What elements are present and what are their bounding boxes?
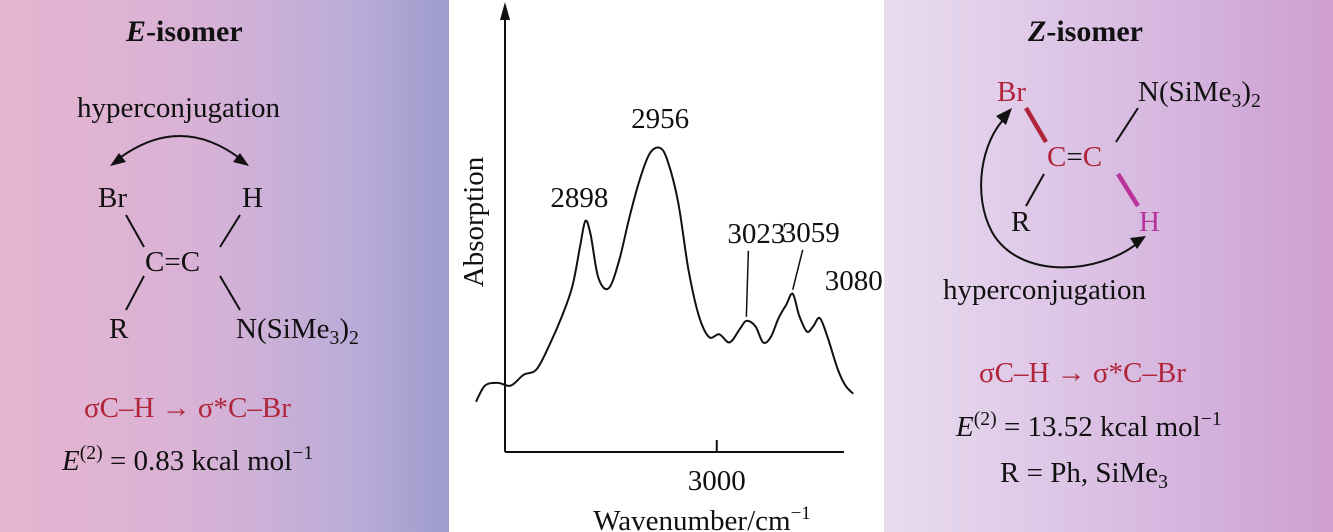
peak-leader-3059 bbox=[791, 249, 804, 290]
e-alkene-label: C=C bbox=[145, 248, 200, 277]
z-arrowhead-br bbox=[996, 108, 1012, 125]
z-isomer-panel: Z-isomer Br N(SiMe3)2 C=C R H hyperconju… bbox=[884, 0, 1333, 532]
peak-leader-3023 bbox=[745, 250, 750, 317]
z-orbital-interaction: σC–H → σ*C–Br bbox=[979, 357, 1186, 389]
z-atom-h: H bbox=[1139, 206, 1160, 238]
e-hyperconjugation-label: hyperconjugation bbox=[77, 92, 280, 124]
y-axis-label: Absorption bbox=[458, 156, 490, 287]
z-atom-c2: C bbox=[1082, 141, 1103, 173]
e-atom-c2: C bbox=[180, 246, 201, 278]
z-bond-c1-br bbox=[1024, 106, 1048, 144]
e-arrowhead-left bbox=[110, 153, 126, 166]
z-atom-br: Br bbox=[997, 76, 1026, 108]
z-amine-group: N(SiMe3)2 bbox=[1138, 76, 1261, 112]
e-hyperconjugation-arrow bbox=[116, 135, 243, 161]
e-amine-group: N(SiMe3)2 bbox=[236, 313, 359, 349]
z-interaction-arrow: → bbox=[1056, 357, 1086, 389]
z-alkene-label: C=C bbox=[1047, 143, 1102, 172]
z-atom-c1: C bbox=[1047, 141, 1067, 173]
peak-label-3023: 3023 bbox=[727, 218, 785, 250]
z-bond-c1-r bbox=[1025, 173, 1045, 207]
e-isomer-title: E-isomer bbox=[126, 15, 243, 48]
x-tick-layer: 3000 bbox=[688, 440, 746, 497]
peak-label-2956: 2956 bbox=[631, 103, 689, 135]
e-orbital-interaction: σC–H → σ*C–Br bbox=[84, 392, 291, 424]
peak-label-3059: 3059 bbox=[782, 217, 840, 249]
e-isomer-panel: E-isomer hyperconjugation Br H C=C R N(S… bbox=[0, 0, 449, 532]
z-bond-c2-h bbox=[1116, 172, 1140, 208]
z-hyperconjugation-arrow bbox=[980, 115, 1140, 269]
e-bond-c2-h bbox=[219, 214, 241, 248]
e-bond-c2-n bbox=[219, 275, 241, 311]
z-isomer-bonds bbox=[980, 106, 1146, 269]
z-atom-r: R bbox=[1011, 206, 1031, 238]
z-r-definition: R = Ph, SiMe3 bbox=[1000, 457, 1169, 493]
e-interaction-arrow: → bbox=[161, 392, 191, 424]
e-arrowhead-right bbox=[233, 153, 249, 166]
z-double-bond: = bbox=[1066, 141, 1083, 173]
e-bond-c1-br bbox=[125, 214, 145, 248]
e-bond-c1-r bbox=[125, 275, 145, 311]
z-hyperconjugation-label: hyperconjugation bbox=[943, 274, 1146, 306]
spectrum-line bbox=[475, 146, 854, 403]
peak-label-3080: 3080 bbox=[825, 265, 883, 297]
e-atom-br: Br bbox=[98, 182, 127, 214]
x-tick-label: 3000 bbox=[688, 465, 746, 497]
y-axis-arrowhead bbox=[500, 2, 510, 20]
x-axis-label: Wavenumber/cm−1 bbox=[593, 503, 811, 532]
e-atom-r: R bbox=[109, 313, 129, 345]
e-energy-value: E(2) = 0.83 kcal mol−1 bbox=[62, 442, 314, 477]
e-double-bond: = bbox=[164, 246, 181, 278]
z-bond-c2-n bbox=[1115, 107, 1139, 143]
e-atom-h: H bbox=[242, 182, 263, 214]
z-isomer-title: Z-isomer bbox=[1028, 15, 1143, 48]
e-atom-c1: C bbox=[145, 246, 165, 278]
peak-label-2898: 2898 bbox=[550, 182, 608, 214]
z-energy-value: E(2) = 13.52 kcal mol−1 bbox=[956, 408, 1222, 443]
